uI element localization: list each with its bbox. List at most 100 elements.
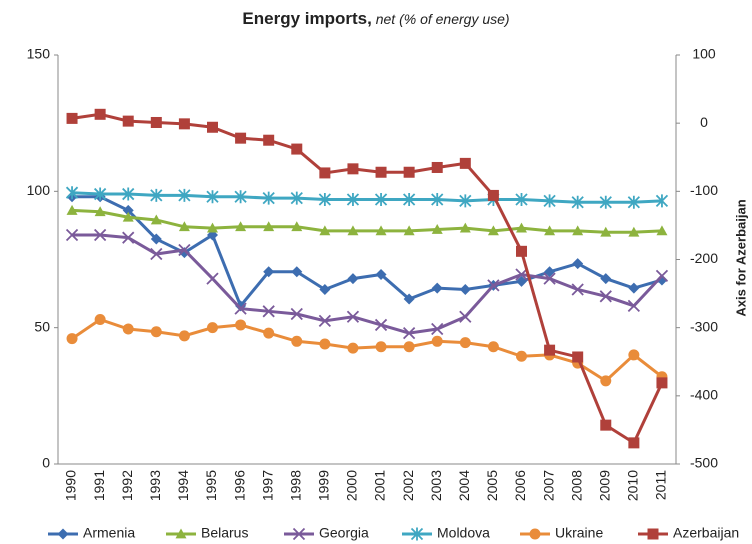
y-tick-label: 50 [34, 318, 50, 334]
data-point [206, 272, 219, 285]
data-point [402, 193, 416, 207]
legend-marker [292, 527, 306, 541]
legend-label: Belarus [201, 525, 248, 541]
title: Energy imports, [242, 9, 371, 28]
data-point [94, 206, 106, 217]
data-point [122, 231, 135, 244]
legend-label: Azerbaijan [673, 525, 739, 541]
data-point [65, 186, 79, 200]
data-point [178, 221, 190, 232]
data-point [66, 333, 78, 345]
data-point [207, 121, 218, 133]
data-point [235, 221, 247, 232]
data-point [319, 338, 331, 350]
y2-tick-label: 0 [700, 114, 708, 130]
y2-tick-label: -500 [690, 455, 718, 471]
data-point [93, 187, 107, 201]
y2-tick-label: -400 [690, 387, 718, 403]
data-point [628, 349, 640, 361]
data-point [516, 222, 527, 233]
data-point [459, 222, 471, 233]
y2-tick-label: -100 [690, 182, 718, 198]
y-tick-label: 150 [27, 46, 51, 62]
data-point [487, 279, 500, 292]
data-point [403, 225, 415, 236]
data-point [487, 341, 499, 353]
y2-tick-label: -200 [690, 250, 718, 266]
subtitle: net (% of energy use) [376, 11, 510, 27]
y-tick-label: 100 [27, 182, 51, 198]
data-point [234, 302, 247, 315]
chart-title: Energy imports, net (% of energy use) [242, 9, 509, 28]
x-tick-label: 2009 [596, 470, 612, 501]
data-point [515, 268, 528, 281]
x-tick-label: 2011 [653, 470, 669, 500]
data-point [150, 326, 162, 338]
series-line [71, 191, 663, 204]
data-point [571, 283, 584, 296]
data-point [459, 194, 472, 208]
data-point [599, 290, 612, 303]
data-point [431, 193, 444, 207]
legend-label: Armenia [83, 525, 135, 541]
data-point [656, 225, 668, 236]
legend-marker [529, 528, 541, 540]
data-point [207, 322, 218, 334]
data-point [66, 112, 78, 124]
x-tick-label: 1999 [316, 470, 332, 501]
x-tick-label: 1997 [259, 470, 275, 501]
legend-marker [57, 528, 69, 540]
data-point [516, 245, 527, 257]
data-point [572, 258, 584, 270]
data-point [655, 194, 669, 208]
data-point [291, 266, 303, 278]
y2-tick-label: -300 [690, 318, 718, 334]
data-point [178, 330, 190, 342]
x-tick-label: 1995 [203, 470, 219, 501]
data-point [65, 228, 79, 242]
data-point [94, 108, 106, 120]
data-point [262, 191, 275, 205]
data-point [515, 193, 528, 207]
data-point [375, 341, 387, 353]
data-point [403, 293, 415, 305]
data-point [487, 225, 499, 236]
data-point [571, 195, 584, 209]
data-point [234, 190, 247, 204]
data-point [66, 204, 78, 215]
data-point [346, 193, 360, 207]
data-point [263, 327, 275, 339]
x-tick-label: 1993 [147, 470, 163, 501]
data-point [263, 134, 275, 146]
data-point [207, 222, 218, 233]
x-tick-label: 2003 [428, 470, 444, 501]
data-point [516, 275, 527, 287]
data-point [347, 163, 359, 175]
data-point [487, 189, 499, 201]
data-point [291, 221, 303, 232]
data-point [122, 204, 134, 216]
data-point [431, 322, 444, 336]
data-point [94, 313, 106, 325]
data-point [374, 193, 388, 207]
data-point [600, 273, 612, 285]
data-point [459, 310, 472, 323]
legend-label: Moldova [437, 525, 490, 541]
series-line [71, 112, 664, 446]
data-point [150, 247, 163, 261]
data-point [403, 341, 415, 353]
y2-tick-label: 100 [692, 46, 716, 62]
x-tick-label: 1990 [63, 470, 79, 501]
data-point [402, 326, 416, 340]
x-tick-label: 1996 [231, 470, 247, 501]
data-point [600, 226, 612, 237]
x-tick-label: 2001 [372, 470, 388, 501]
data-point [122, 115, 134, 127]
data-point [122, 187, 135, 201]
x-tick-label: 2006 [512, 470, 528, 501]
data-point [235, 319, 247, 331]
legend-label: Ukraine [555, 525, 603, 541]
x-tick-label: 2004 [456, 470, 472, 501]
data-point [431, 161, 443, 173]
